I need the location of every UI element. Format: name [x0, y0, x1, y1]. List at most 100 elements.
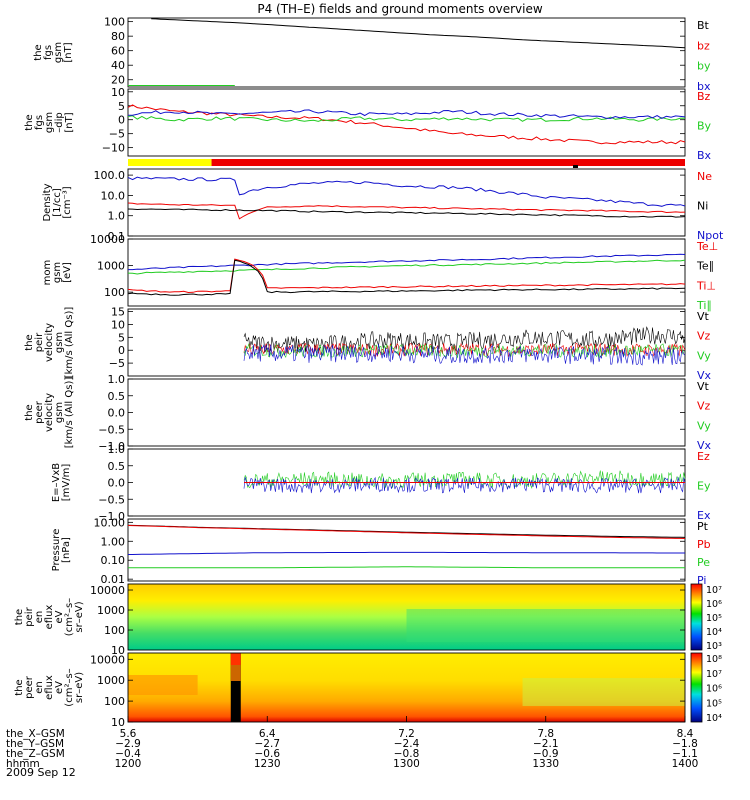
panel-density: 100.0 10.0 1.0 0.1 Density [1/cc] [cm⁻³] Ne Ni Np…	[42, 168, 724, 243]
y-tick-label: 1.0	[108, 443, 126, 456]
legend-entry: bz	[697, 39, 710, 52]
x-tick-label: 1330	[532, 758, 559, 770]
y-axis-label: gsm	[54, 332, 65, 353]
y-axis-label: E=–VxB	[51, 463, 62, 502]
y-axis-label: fgs	[34, 115, 45, 130]
series-By	[127, 115, 686, 122]
y-tick-label: −0.5	[98, 423, 125, 436]
y-axis-label: [nT]	[64, 112, 75, 132]
figure-title: P4 (TH–E) fields and ground moments over…	[257, 2, 542, 16]
series-Pt	[127, 524, 686, 538]
legend-entry: Ni	[697, 200, 708, 213]
y-axis-label: (cm²–s–	[64, 598, 75, 636]
y-axis-label: [nT]	[63, 42, 74, 62]
legend-entry: Ne	[697, 170, 712, 183]
spectrogram-body	[128, 584, 685, 650]
y-tick-label: −0.5	[98, 493, 125, 506]
series-Vx	[243, 343, 686, 366]
x-axis-row-label: the_X–GSM	[6, 728, 65, 740]
series-Ti	[128, 253, 686, 271]
legend-entry: Vz	[697, 330, 711, 343]
y-axis-label: –dip	[54, 112, 65, 132]
y-axis-label: eV	[54, 681, 65, 694]
spectrogram-mid-region	[522, 678, 685, 706]
legend-entry: Te∥	[696, 260, 714, 273]
y-tick-label: 0.0	[108, 477, 126, 490]
y-axis-label: the	[33, 44, 44, 60]
y-tick-label: 100	[104, 624, 125, 637]
x-tick-label: 6.4	[259, 728, 276, 740]
colorbar	[690, 583, 703, 651]
y-tick-label: 0.5	[108, 460, 126, 473]
y-axis-label: gsm	[52, 262, 63, 283]
series-Ne	[127, 202, 686, 220]
panel-pressure: 10.00 1.00 0.10 0.01 Pressure [nPa] Pt Pb Pe Pi	[51, 516, 711, 587]
legend-entry: Pi	[697, 574, 706, 587]
y-axis-label: [1/cc]	[52, 188, 63, 217]
y-tick-label: 1.0	[108, 373, 126, 386]
colorbar	[690, 652, 703, 723]
date-label: 2009 Sep 12	[6, 766, 76, 779]
series-Pi	[128, 551, 685, 555]
panel-frame	[127, 308, 686, 377]
y-tick-label: 100	[104, 695, 125, 708]
y-tick-label: 5	[118, 331, 125, 344]
y-tick-label: −1.0	[98, 510, 125, 523]
y-tick-label: 0	[118, 114, 125, 127]
x-tick-label: 5.6	[120, 728, 137, 740]
panel-frame	[127, 378, 686, 447]
series-Te	[127, 258, 686, 294]
spectrogram-gap-upper	[230, 665, 241, 681]
legend-entry: Vt	[697, 310, 710, 323]
mode-bar-segment-0	[128, 159, 212, 166]
y-axis-label: [cm⁻³]	[62, 186, 73, 218]
panel-frame	[127, 168, 686, 237]
x-tick-label: −0.8	[394, 748, 420, 760]
x-tick-label: −1.8	[672, 738, 698, 750]
legend-entry: Bx	[697, 149, 712, 162]
colorbar-label: 10⁸	[706, 654, 722, 665]
series-Bt	[151, 18, 686, 49]
spectrogram-gap-top	[230, 653, 241, 665]
legend-entry: Ez	[697, 450, 710, 463]
colorbar-label: 10⁷	[706, 585, 722, 596]
y-axis-label: the	[24, 334, 35, 350]
legend-entry: By	[697, 120, 712, 133]
y-tick-label: 10000	[90, 584, 125, 597]
y-tick-label: 1000	[97, 674, 125, 687]
y-tick-label: 100	[104, 286, 125, 299]
y-axis-label: Pressure	[51, 529, 62, 572]
legend-entry: Vy	[697, 419, 711, 432]
legend-entry: Vt	[697, 380, 710, 393]
y-axis-label: sr–eV)	[74, 672, 85, 703]
series-Ni	[127, 208, 686, 218]
spectrogram-low-flux-region	[406, 609, 685, 642]
y-tick-label: 10	[111, 716, 125, 729]
y-tick-label: 10.0	[101, 189, 126, 202]
y-tick-label: −5	[109, 128, 125, 141]
y-tick-label: 10	[111, 318, 125, 331]
y-axis-label: the	[14, 679, 25, 695]
legend-entry: Npot	[697, 229, 724, 242]
time-axis-labels: the_X–GSMthe_Y–GSMthe_Z–GSMhhmm5.6−2.9−0…	[6, 716, 698, 770]
y-axis-label: eV	[54, 610, 65, 623]
y-axis-label: peer	[24, 675, 35, 699]
y-axis-label: Density	[42, 183, 53, 221]
y-axis-label: peir	[24, 606, 35, 626]
y-tick-label: 80	[111, 30, 125, 43]
y-axis-label: en	[34, 681, 45, 694]
panel-frame	[127, 518, 686, 582]
y-tick-label: 60	[111, 45, 125, 58]
y-axis-label: velocity	[44, 393, 55, 432]
legend-entry: bx	[697, 80, 711, 93]
legend-entry: Pt	[697, 520, 709, 533]
legend-entry: Bz	[697, 90, 711, 103]
series-Ex	[243, 476, 686, 494]
y-tick-label: 0.0	[108, 407, 126, 420]
x-tick-label: 1400	[672, 758, 699, 770]
y-tick-label: 0.01	[101, 573, 126, 586]
series-Te	[127, 259, 686, 296]
y-axis-label: peer	[34, 400, 45, 424]
